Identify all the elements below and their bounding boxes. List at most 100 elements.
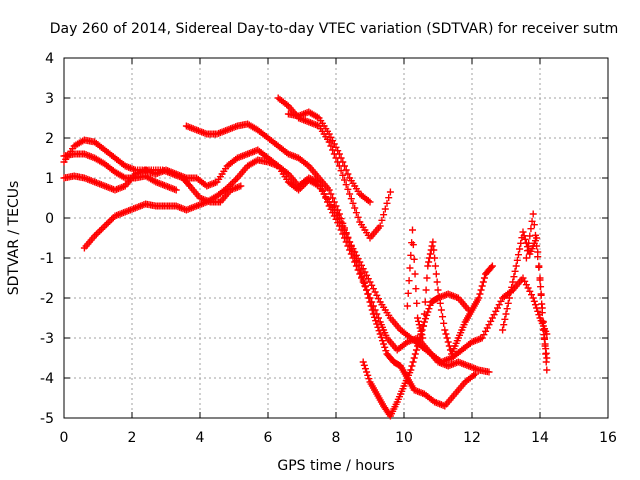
data-point xyxy=(359,276,367,284)
data-point xyxy=(341,224,348,232)
data-point xyxy=(494,304,501,312)
data-point xyxy=(488,314,496,322)
data-point xyxy=(407,251,415,259)
data-point xyxy=(422,286,430,294)
data-point xyxy=(524,247,532,255)
data-point xyxy=(536,274,544,282)
data-point xyxy=(475,294,483,302)
data-point xyxy=(92,230,100,238)
y-tick-label: -1 xyxy=(40,251,54,267)
data-point xyxy=(508,283,516,291)
data-point xyxy=(325,138,333,146)
data-point xyxy=(490,311,498,319)
data-point xyxy=(412,285,420,293)
data-point xyxy=(339,171,347,179)
data-point xyxy=(364,290,372,298)
y-tick-label: 1 xyxy=(45,171,54,187)
data-point xyxy=(505,294,513,302)
data-point xyxy=(499,326,507,334)
data-point xyxy=(478,282,486,290)
data-point xyxy=(360,361,368,369)
data-point xyxy=(351,204,359,212)
data-point xyxy=(443,334,451,342)
data-point xyxy=(375,327,383,335)
data-point xyxy=(485,321,493,329)
data-point xyxy=(433,278,441,286)
data-point xyxy=(227,181,235,189)
data-points xyxy=(60,94,551,420)
data-point xyxy=(425,258,433,266)
data-point xyxy=(502,310,510,318)
data-point xyxy=(530,297,538,305)
data-point xyxy=(349,247,357,255)
data-series xyxy=(499,228,551,374)
data-point xyxy=(426,301,434,309)
data-point xyxy=(431,254,439,262)
data-point xyxy=(529,210,537,218)
data-point xyxy=(488,262,496,270)
data-series xyxy=(403,226,496,358)
data-point xyxy=(495,301,503,309)
data-point xyxy=(535,263,543,271)
data-point xyxy=(108,215,116,223)
data-point xyxy=(487,263,495,271)
data-point xyxy=(369,310,377,318)
data-point xyxy=(366,198,374,206)
data-point xyxy=(369,285,377,293)
data-point xyxy=(526,287,534,295)
data-point xyxy=(441,326,449,334)
data-point xyxy=(232,176,240,184)
data-series xyxy=(182,120,479,410)
data-point xyxy=(527,225,535,233)
data-point xyxy=(320,190,328,198)
data-point xyxy=(510,273,518,281)
data-point xyxy=(339,158,347,166)
chart-title: Day 260 of 2014, Sidereal Day-to-day VTE… xyxy=(50,21,619,37)
x-tick-label: 10 xyxy=(395,430,413,446)
data-point xyxy=(99,224,107,232)
data-point xyxy=(361,365,369,373)
data-point xyxy=(543,354,551,362)
data-point xyxy=(376,330,384,338)
x-tick-label: 16 xyxy=(599,430,617,446)
data-point xyxy=(230,177,238,185)
data-point xyxy=(346,238,354,246)
data-point xyxy=(529,294,537,302)
data-point xyxy=(325,186,333,194)
data-point xyxy=(332,202,340,210)
data-point xyxy=(528,291,535,299)
data-series xyxy=(80,156,493,376)
data-point xyxy=(429,238,437,246)
data-series xyxy=(522,210,551,362)
data-point xyxy=(537,283,545,291)
data-point xyxy=(480,331,488,339)
data-point xyxy=(521,277,529,285)
data-point xyxy=(368,306,376,314)
data-point xyxy=(365,294,373,302)
data-point xyxy=(534,253,542,261)
data-point xyxy=(380,211,388,219)
data-point xyxy=(349,199,357,207)
data-point xyxy=(383,199,391,207)
data-point xyxy=(434,286,442,294)
data-point xyxy=(324,198,331,206)
data-point xyxy=(374,323,382,331)
data-point xyxy=(344,185,352,193)
data-point xyxy=(410,255,418,263)
data-point xyxy=(407,366,415,374)
data-point xyxy=(487,317,495,325)
data-point xyxy=(381,343,389,351)
data-point xyxy=(492,307,500,315)
data-point xyxy=(409,226,416,234)
data-point xyxy=(104,219,112,227)
data-point xyxy=(431,262,439,270)
data-point xyxy=(380,340,388,348)
y-tick-label: 3 xyxy=(45,91,54,107)
data-point xyxy=(538,309,546,317)
data-point xyxy=(366,298,374,306)
data-point xyxy=(101,222,109,230)
data-point xyxy=(411,350,419,358)
data-point xyxy=(516,245,524,253)
data-point xyxy=(318,186,326,194)
